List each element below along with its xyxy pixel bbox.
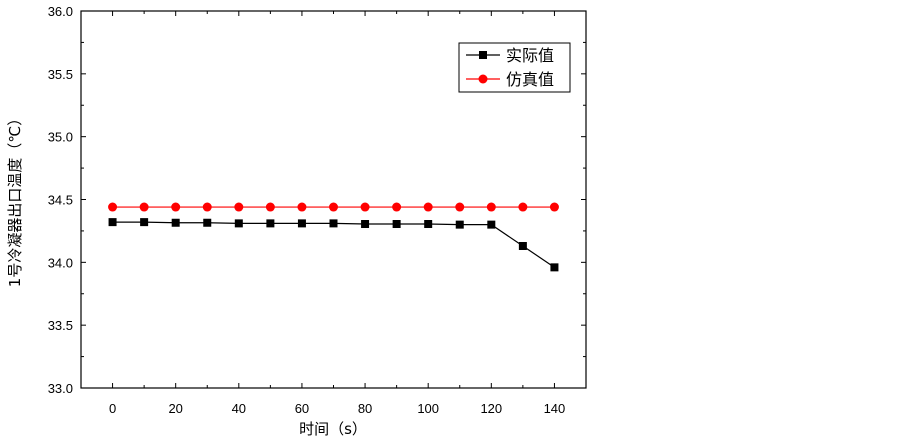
series-2-point bbox=[234, 202, 244, 212]
series-1-point bbox=[297, 219, 306, 228]
series-2-point bbox=[486, 202, 496, 212]
y-tick-label: 33.5 bbox=[48, 318, 73, 333]
legend-label-series-1: 实际值 bbox=[506, 46, 554, 65]
series-2-point bbox=[549, 202, 559, 212]
x-tick-label: 20 bbox=[168, 401, 182, 416]
series-2 bbox=[108, 202, 559, 212]
series-2-point bbox=[360, 202, 370, 212]
series-1-point bbox=[171, 218, 180, 227]
series-1-point bbox=[424, 220, 433, 229]
legend: 实际值 仿真值 bbox=[458, 42, 571, 93]
x-tick-label: 60 bbox=[295, 401, 309, 416]
series-2-point bbox=[171, 202, 181, 212]
series-1-line bbox=[112, 221, 555, 268]
y-axis: 33.0 33.5 34.0 34.5 35.0 35.5 36.0 bbox=[48, 4, 586, 396]
y-tick-label: 34.5 bbox=[48, 193, 73, 208]
series-2-point bbox=[202, 202, 212, 212]
series-1-point bbox=[518, 241, 527, 250]
legend-marker-series-2 bbox=[478, 74, 488, 84]
x-tick-label: 120 bbox=[480, 401, 502, 416]
series-2-point bbox=[265, 202, 275, 212]
series-1-point bbox=[140, 218, 149, 227]
series-2-point bbox=[392, 202, 402, 212]
x-tick-label: 140 bbox=[544, 401, 566, 416]
y-axis-title: 1号冷凝器出口温度（℃） bbox=[6, 111, 24, 287]
x-tick-label: 0 bbox=[109, 401, 116, 416]
series-1-point bbox=[455, 220, 464, 229]
series-1-point bbox=[203, 218, 212, 227]
legend-marker-series-1 bbox=[479, 51, 487, 59]
series-layer bbox=[108, 202, 559, 272]
y-tick-label: 35.5 bbox=[48, 67, 73, 82]
series-2-point bbox=[518, 202, 528, 212]
x-tick-label: 80 bbox=[358, 401, 372, 416]
series-2-point bbox=[139, 202, 149, 212]
series-2-point bbox=[297, 202, 307, 212]
series-2-point bbox=[329, 202, 338, 212]
series-1-point bbox=[329, 219, 338, 228]
series-1 bbox=[108, 218, 559, 272]
series-1-point bbox=[361, 220, 370, 229]
series-1-point bbox=[392, 220, 401, 229]
x-axis-title: 时间（s） bbox=[299, 420, 367, 438]
x-tick-label: 40 bbox=[232, 401, 246, 416]
series-1-point bbox=[234, 219, 243, 228]
series-2-point bbox=[108, 202, 118, 212]
legend-label-series-2: 仿真值 bbox=[506, 70, 554, 89]
y-tick-label: 35.0 bbox=[48, 130, 73, 145]
x-tick-label: 100 bbox=[417, 401, 439, 416]
series-1-point bbox=[487, 220, 496, 229]
series-1-point bbox=[550, 263, 559, 272]
series-2-point bbox=[455, 202, 465, 212]
y-tick-label: 36.0 bbox=[48, 4, 73, 19]
series-2-point bbox=[423, 202, 433, 212]
y-tick-label: 33.0 bbox=[48, 381, 73, 396]
legend-box bbox=[458, 42, 571, 93]
y-tick-label: 34.0 bbox=[48, 255, 73, 270]
x-axis: 0 20 40 60 80 100 120 140 bbox=[109, 11, 565, 416]
series-1-point bbox=[108, 218, 117, 227]
series-1-point bbox=[266, 219, 275, 228]
